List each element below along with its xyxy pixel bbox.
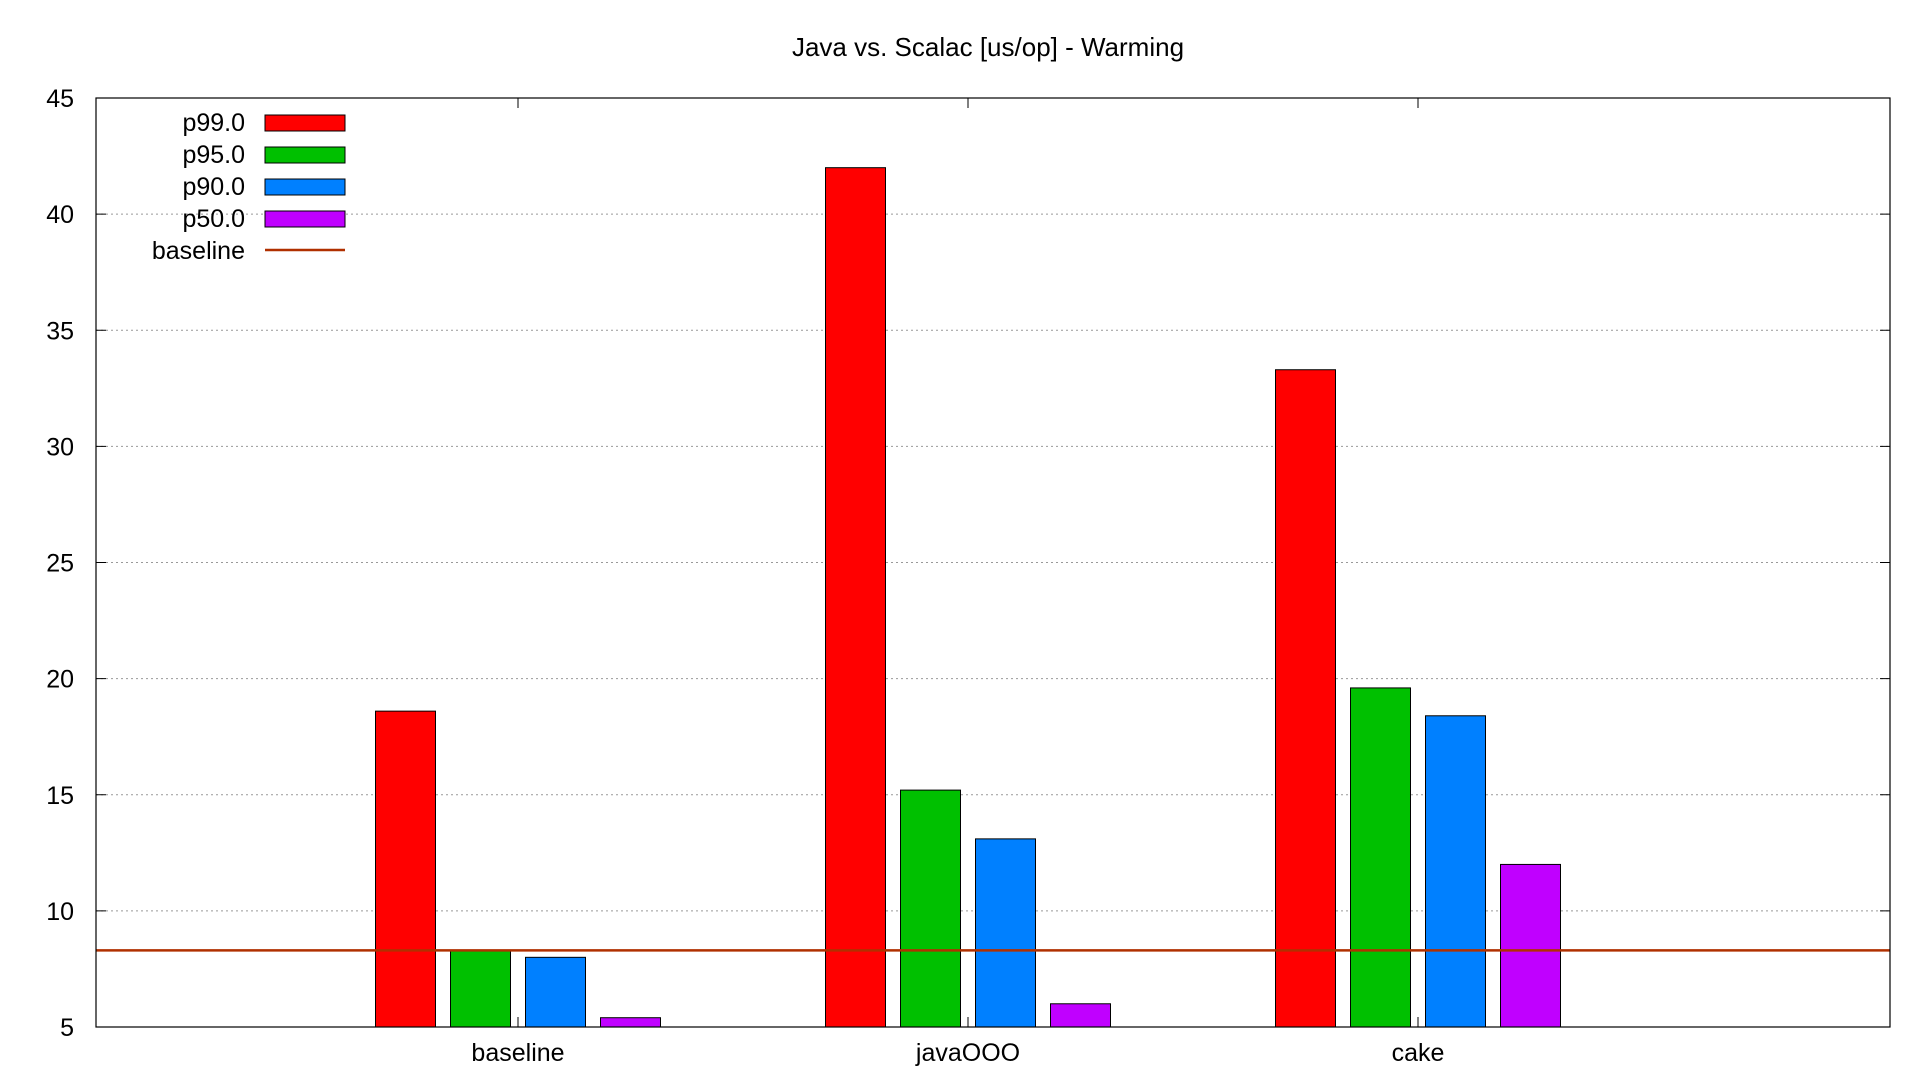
y-tick-label: 5 <box>60 1014 74 1042</box>
bar-p90.0-cake <box>1425 715 1486 1028</box>
legend-label: baseline <box>152 237 245 265</box>
y-tick-label: 40 <box>46 201 74 229</box>
bar-p99.0-cake <box>1275 369 1336 1028</box>
y-tick-label: 25 <box>46 550 74 578</box>
legend-swatch <box>264 146 346 164</box>
bar-p95.0-javaOOO <box>900 789 961 1028</box>
bar-p90.0-javaOOO <box>975 838 1036 1028</box>
legend-swatch <box>264 114 346 132</box>
legend-label: p95.0 <box>182 141 245 169</box>
y-tick-label: 35 <box>46 317 74 345</box>
x-tick-label: javaOOO <box>915 1039 1020 1067</box>
bars <box>375 167 1561 1028</box>
bar-p50.0-baseline <box>600 1017 661 1028</box>
bar-p95.0-cake <box>1350 687 1411 1028</box>
x-tick-label: cake <box>1392 1039 1445 1067</box>
legend-label: p50.0 <box>182 205 245 233</box>
y-tick-label: 15 <box>46 782 74 810</box>
y-tick-label: 45 <box>46 85 74 113</box>
x-tick-label: baseline <box>471 1039 564 1067</box>
bar-p90.0-baseline <box>525 956 586 1028</box>
legend-label: p99.0 <box>182 109 245 137</box>
bar-p95.0-baseline <box>450 949 511 1028</box>
y-tick-label: 20 <box>46 666 74 694</box>
legend-label: p90.0 <box>182 173 245 201</box>
chart-title: Java vs. Scalac [us/op] - Warming <box>792 32 1184 62</box>
legend-swatch <box>264 210 346 228</box>
y-tick-label: 30 <box>46 433 74 461</box>
bar-p50.0-javaOOO <box>1050 1003 1111 1028</box>
grid-lines <box>96 213 1890 912</box>
y-tick-label: 10 <box>46 898 74 926</box>
bar-p99.0-baseline <box>375 710 436 1028</box>
legend-swatch <box>264 178 346 196</box>
bar-p99.0-javaOOO <box>825 167 886 1028</box>
bar-p50.0-cake <box>1500 863 1561 1028</box>
legend: p99.0 p95.0 p90.0 p50.0 baseline <box>152 109 346 265</box>
axes: 5 10 15 20 25 30 35 40 45 baseline javaOOO cake <box>46 85 1890 1067</box>
